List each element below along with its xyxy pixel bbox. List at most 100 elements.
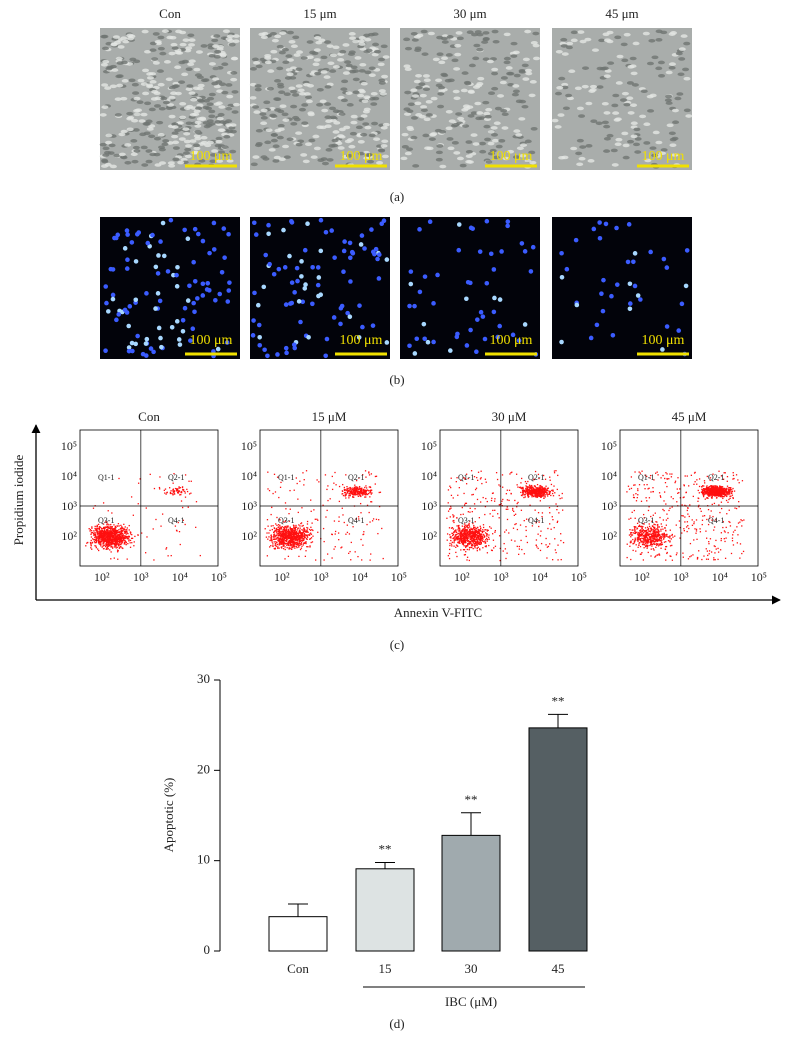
y-tick-label: 10⁵: [421, 439, 437, 453]
event-dot: [100, 538, 102, 540]
event-dot: [297, 544, 299, 546]
cell: [305, 142, 313, 146]
cell: [212, 66, 220, 71]
nucleus: [310, 264, 315, 270]
event-dot: [560, 558, 562, 561]
event-dot: [469, 530, 471, 532]
event-dot: [302, 528, 305, 530]
event-dot: [524, 492, 526, 494]
event-dot: [180, 491, 182, 494]
cell: [373, 49, 381, 54]
cell: [190, 97, 198, 102]
event-dot: [110, 529, 112, 531]
event-dot: [555, 551, 557, 554]
cell: [603, 149, 611, 153]
event-dot: [104, 537, 106, 540]
nucleus: [227, 280, 232, 285]
event-dot: [132, 514, 134, 516]
event-dot: [484, 541, 486, 543]
nucleus: [174, 284, 180, 289]
event-dot: [452, 533, 455, 536]
cell: [200, 135, 208, 140]
event-dot: [549, 523, 551, 525]
event-dot: [545, 537, 547, 540]
nucleus: [464, 343, 470, 348]
event-dot: [469, 540, 472, 543]
event-dot: [539, 493, 542, 495]
cell: [404, 151, 412, 156]
event-dot: [525, 482, 528, 485]
event-dot: [123, 537, 125, 539]
event-dot: [109, 537, 112, 540]
cell: [260, 116, 268, 120]
event-dot: [491, 492, 494, 495]
x-tick-label: 10²: [94, 570, 110, 584]
event-dot: [297, 532, 300, 534]
event-dot: [317, 531, 319, 533]
event-dot: [470, 538, 473, 540]
event-dot: [144, 552, 147, 554]
cell: [327, 61, 335, 66]
event-dot: [492, 515, 494, 517]
event-dot: [109, 534, 111, 536]
event-dot: [467, 511, 469, 513]
event-dot: [276, 543, 279, 546]
event-dot: [459, 535, 462, 537]
event-dot: [93, 539, 95, 541]
cell: [501, 126, 509, 130]
event-dot: [499, 485, 501, 487]
cell: [104, 86, 112, 90]
event-dot: [310, 533, 313, 535]
event-dot: [549, 479, 551, 481]
cell: [611, 163, 619, 167]
event-dot: [101, 535, 103, 537]
event-dot: [463, 525, 466, 528]
event-dot: [547, 527, 549, 530]
cell: [576, 138, 584, 143]
event-dot: [506, 499, 509, 501]
event-dot: [114, 536, 116, 538]
event-dot: [462, 538, 464, 540]
nucleus: [342, 239, 347, 244]
event-dot: [362, 493, 365, 495]
cell: [295, 50, 303, 54]
cell: [487, 141, 495, 146]
event-dot: [284, 539, 286, 542]
event-dot: [536, 546, 538, 548]
cell: [410, 88, 418, 93]
event-dot: [368, 471, 370, 473]
event-dot: [538, 495, 540, 498]
event-dot: [479, 529, 481, 531]
event-dot: [88, 528, 90, 530]
event-dot: [463, 531, 465, 534]
cell: [476, 47, 484, 52]
event-dot: [494, 530, 497, 532]
nucleus: [323, 229, 329, 235]
event-dot: [480, 543, 482, 545]
cell: [213, 34, 221, 38]
cell: [131, 118, 139, 123]
event-dot: [552, 495, 555, 497]
cell: [264, 140, 272, 145]
cell: [293, 117, 301, 122]
event-dot: [275, 536, 277, 538]
event-dot: [111, 536, 113, 538]
cell: [432, 57, 440, 62]
event-dot: [540, 542, 543, 545]
cell: [274, 108, 282, 112]
event-dot: [524, 490, 526, 493]
quadrant-label: Q2-1: [528, 473, 544, 482]
event-dot: [506, 506, 508, 508]
event-dot: [114, 543, 116, 546]
cell: [524, 68, 532, 73]
quadrant-label: Q4-1: [528, 516, 544, 525]
cell: [174, 50, 182, 55]
cell: [630, 71, 638, 76]
cell: [404, 90, 412, 95]
event-dot: [452, 534, 454, 537]
nucleus: [341, 269, 346, 275]
event-dot: [458, 541, 460, 543]
nucleus: [370, 249, 376, 255]
cell: [196, 75, 204, 80]
